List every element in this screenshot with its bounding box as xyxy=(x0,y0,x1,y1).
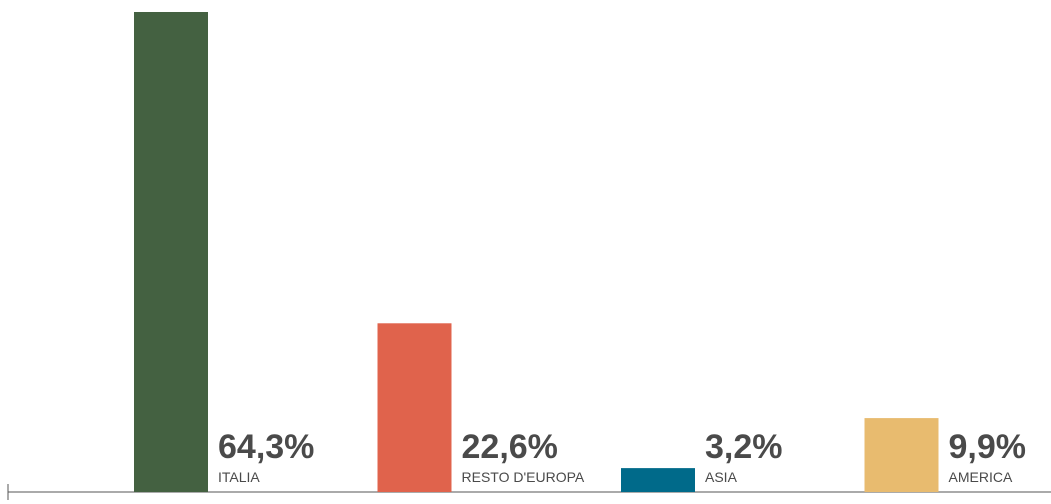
value-label: 64,3% xyxy=(218,428,314,466)
bar xyxy=(864,418,939,492)
value-label: 22,6% xyxy=(462,428,558,466)
category-label: ASIA xyxy=(705,469,738,485)
value-label: 3,2% xyxy=(705,428,783,466)
bar xyxy=(621,468,695,492)
bar xyxy=(134,12,208,492)
category-label: AMERICA xyxy=(949,469,1013,485)
bar xyxy=(377,323,452,492)
category-label: ITALIA xyxy=(218,469,260,485)
category-label: RESTO D'EUROPA xyxy=(462,469,585,485)
value-label: 9,9% xyxy=(949,428,1027,466)
